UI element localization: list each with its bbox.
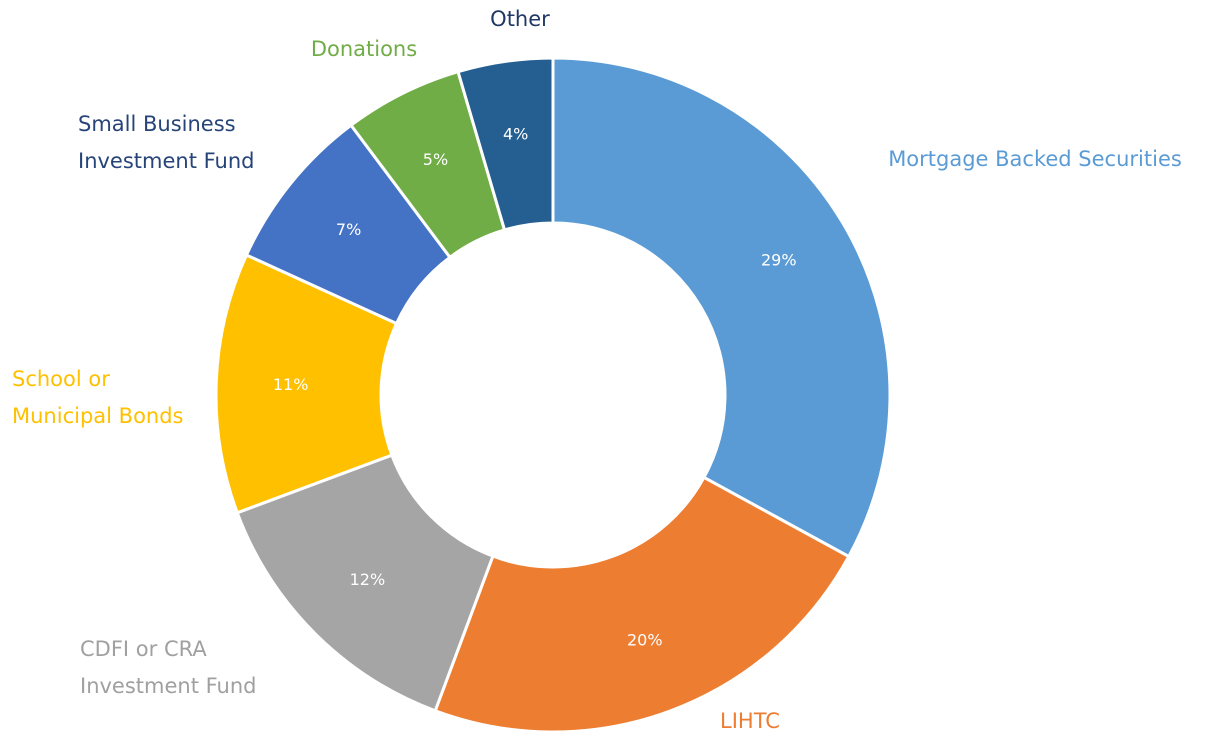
label-line: Small Business [78, 112, 236, 136]
category-label: Mortgage Backed Securities [888, 147, 1182, 171]
donut-slice [551, 56, 892, 559]
category-label: LIHTC [720, 709, 780, 733]
label-line: CDFI or CRA [80, 637, 207, 661]
value-label: 20% [627, 630, 663, 649]
label-line: Investment Fund [80, 674, 257, 698]
donut-slice [433, 475, 851, 734]
category-label: School or Municipal Bonds [12, 367, 184, 428]
value-label: 12% [350, 570, 386, 589]
value-label: 7% [336, 220, 361, 239]
category-label: Donations [311, 37, 417, 61]
donut-slice [456, 56, 555, 232]
label-line: Investment Fund [78, 149, 255, 173]
value-label: 4% [503, 125, 528, 144]
category-label: Other [490, 7, 550, 31]
category-label: Small Business Investment Fund [78, 112, 255, 173]
value-label: 5% [423, 150, 448, 169]
value-label: 29% [761, 251, 797, 270]
label-line: School or [12, 367, 110, 391]
category-label: CDFI or CRA Investment Fund [80, 637, 257, 698]
donut-slice [235, 453, 495, 713]
donut-slice [214, 253, 399, 515]
value-label: 11% [273, 375, 309, 394]
label-line: Municipal Bonds [12, 404, 184, 428]
